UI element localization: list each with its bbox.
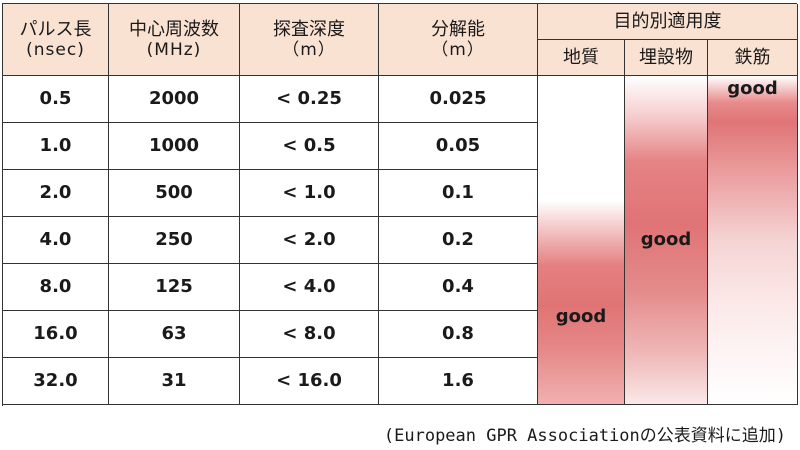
cell-resolution: 0.025 [379,76,538,123]
header-pulse-label: パルス長 [19,18,92,40]
cell-resolution: 0.8 [379,311,538,358]
cell-depth: < 4.0 [240,264,379,311]
cell-depth: < 16.0 [240,358,379,405]
header-freq-unit: (MHz) [146,40,202,61]
gpr-frequency-table: パルス長 (nsec) 中心周波数 (MHz) 探査深度 （m） 分解能 （m）… [2,3,798,406]
header-purpose-rebar: 鉄筋 [708,40,798,76]
good-label-geology: good [555,306,607,327]
cell-freq: 500 [109,170,240,217]
cell-pulse: 1.0 [3,123,109,170]
header-depth-label: 探査深度 [273,18,345,40]
header-purpose-label: 目的別適用度 [613,10,722,32]
header-depth-unit: （m） [282,40,336,61]
cell-depth: < 8.0 [240,311,379,358]
cell-resolution: 0.4 [379,264,538,311]
source-caption: (European GPR Associationの公表資料に追加) [383,426,786,446]
cell-pulse: 32.0 [3,358,109,405]
header-resolution-label: 分解能 [431,18,485,40]
cell-pulse: 4.0 [3,217,109,264]
cell-resolution: 1.6 [379,358,538,405]
cell-depth: < 2.0 [240,217,379,264]
good-label-rebar: good [727,78,778,99]
cell-depth: < 0.5 [240,123,379,170]
cell-freq: 125 [109,264,240,311]
cell-freq: 250 [109,217,240,264]
cell-freq: 63 [109,311,240,358]
cell-pulse: 8.0 [3,264,109,311]
header-resolution-unit: （m） [431,40,485,61]
suitability-band-buried-objects: good [625,76,708,405]
header-pulse-unit: (nsec) [26,40,85,61]
header-freq-label: 中心周波数 [129,18,219,40]
suitability-band-rebar: good [708,76,798,405]
good-label-buried-objects: good [640,229,692,250]
cell-depth: < 0.25 [240,76,379,123]
suitability-band-geology: good [538,76,625,405]
header-pulse-length: パルス長 (nsec) [3,4,109,76]
header-purpose-buried-objects: 埋設物 [625,40,708,76]
cell-resolution: 0.1 [379,170,538,217]
header-purpose-geology: 地質 [538,40,625,76]
cell-resolution: 0.05 [379,123,538,170]
cell-pulse: 16.0 [3,311,109,358]
cell-freq: 1000 [109,123,240,170]
cell-freq: 31 [109,358,240,405]
header-depth: 探査深度 （m） [240,4,379,76]
cell-freq: 2000 [109,76,240,123]
cell-pulse: 2.0 [3,170,109,217]
cell-resolution: 0.2 [379,217,538,264]
cell-pulse: 0.5 [3,76,109,123]
header-center-frequency: 中心周波数 (MHz) [109,4,240,76]
cell-depth: < 1.0 [240,170,379,217]
header-resolution: 分解能 （m） [379,4,538,76]
header-purpose: 目的別適用度 [538,4,798,40]
